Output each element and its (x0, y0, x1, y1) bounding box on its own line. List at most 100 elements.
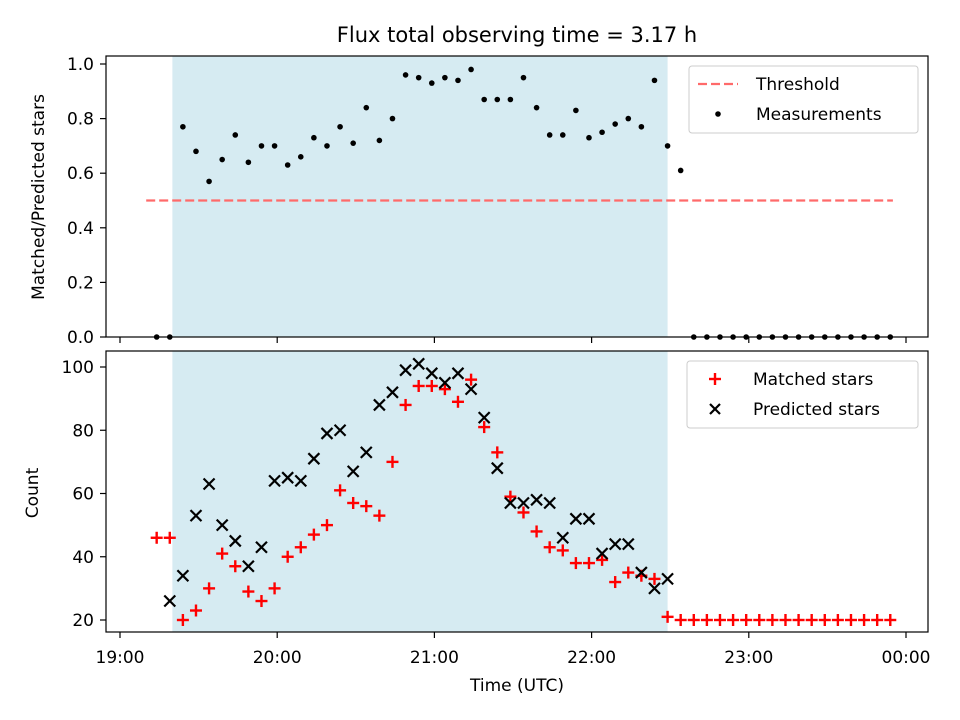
bottom-y-tick-label: 40 (72, 548, 94, 568)
matched-star-point (687, 614, 700, 626)
predicted-star-point (517, 496, 530, 510)
matched-star-point (150, 531, 163, 544)
matched-star-point (766, 614, 779, 626)
predicted-star-point (595, 547, 609, 560)
bottom-panel: 20 40 60 80 100 19:00 20:00 21:00 22:00 23:00 00:… (23, 350, 931, 696)
matched-star-point (884, 614, 897, 626)
measurement-point (533, 104, 540, 111)
bottom-y-tick-label: 80 (72, 421, 94, 441)
predicted-star-point (648, 582, 661, 595)
predicted-star-point (412, 357, 425, 371)
matched-star-point (727, 614, 740, 626)
legend-matched-label: Matched stars (753, 370, 873, 390)
matched-star-point (334, 484, 347, 497)
top-y-tick-label: 0.4 (67, 219, 94, 239)
top-panel: 0.0 0.2 0.4 0.6 0.8 1.0 Matched/Predicted sta… (29, 55, 929, 348)
top-x-ticks (119, 337, 907, 343)
legend-predicted-swatch (709, 403, 721, 415)
bottom-y-tick-label: 100 (62, 358, 94, 378)
bottom-y-axis-label: Count (23, 467, 43, 518)
matched-star-point (504, 490, 517, 503)
matched-star-point (831, 614, 844, 626)
matched-star-point (307, 528, 320, 541)
predicted-star-point (307, 452, 321, 465)
matched-star-point (412, 379, 425, 392)
predicted-star-point (569, 512, 583, 526)
measurement-point (193, 148, 199, 155)
matched-star-point (818, 614, 831, 626)
top-legend-box (688, 65, 919, 134)
x-tick-label: 19:00 (96, 648, 145, 668)
measurement-point (625, 115, 632, 122)
top-y-tick-label: 1.0 (67, 55, 94, 75)
predicted-star-point (608, 537, 622, 551)
matched-star-point (438, 383, 451, 396)
chart-title: Flux total observing time = 3.17 h (337, 23, 697, 47)
matched-star-point (792, 614, 805, 626)
bottom-y-axis: 20 40 60 80 100 (62, 358, 106, 631)
measurement-point (677, 167, 684, 174)
matched-star-point (425, 379, 438, 392)
predicted-star-point (399, 363, 412, 377)
matched-star-point (203, 582, 216, 595)
measurement-point (284, 162, 291, 168)
measurements-series (153, 66, 894, 340)
predicted-star-point (451, 367, 465, 380)
predicted-star-point (333, 423, 347, 437)
measurement-point (363, 104, 370, 111)
matched-star-point (281, 550, 294, 563)
measurement-point (559, 132, 566, 138)
x-axis-label: Time (UTC) (469, 676, 564, 696)
predicted-star-point (477, 411, 491, 424)
predicted-star-point (346, 465, 360, 478)
x-tick-label: 00:00 (882, 648, 931, 668)
top-shaded-span (172, 56, 668, 337)
predicted-star-point (543, 496, 556, 510)
measurement-point (455, 77, 461, 84)
predicted-star-point (281, 471, 294, 484)
x-tick-label: 22:00 (567, 648, 616, 668)
measurement-point (245, 159, 252, 166)
measurement-point (664, 143, 671, 149)
matched-star-point (648, 572, 661, 585)
measurement-point (350, 140, 356, 146)
measurement-point (376, 137, 383, 144)
top-y-tick-label: 0.0 (67, 328, 94, 348)
matched-star-point (399, 398, 412, 411)
measurement-point (232, 132, 239, 138)
bottom-shaded-span (172, 351, 668, 632)
matched-star-point (569, 557, 582, 570)
matched-star-point (844, 614, 857, 626)
matched-star-point (753, 614, 766, 626)
measurement-point (324, 143, 330, 149)
measurement-point (402, 72, 409, 78)
bottom-legend: Matched stars Predicted stars (686, 360, 919, 429)
predicted-star-point (491, 461, 504, 475)
matched-star-point (700, 614, 713, 626)
x-tick-label: 23:00 (724, 648, 773, 668)
top-legend: Threshold Measurements (688, 65, 919, 134)
measurement-point (389, 115, 396, 122)
measurement-point (180, 123, 186, 130)
predicted-star-point (202, 477, 216, 491)
measurement-point (442, 74, 448, 81)
x-tick-label: 20:00 (253, 648, 302, 668)
matched-star-point (216, 547, 229, 560)
predicted-star-point (556, 531, 570, 545)
matched-star-point (805, 614, 818, 626)
measurement-point (507, 96, 514, 103)
matched-star-point (320, 519, 333, 532)
measurement-point (219, 156, 225, 163)
predicted-star-point (189, 509, 203, 522)
measurement-point (520, 74, 527, 81)
matched-star-point (360, 500, 373, 513)
top-y-tick-label: 0.2 (67, 273, 94, 293)
measurement-point (428, 80, 435, 86)
matched-star-point (661, 610, 674, 623)
measurement-point (297, 154, 304, 160)
measurement-point (612, 121, 618, 127)
legend-predicted-label: Predicted stars (753, 400, 880, 420)
measurement-point (415, 74, 422, 81)
predicted-star-point (464, 382, 478, 396)
